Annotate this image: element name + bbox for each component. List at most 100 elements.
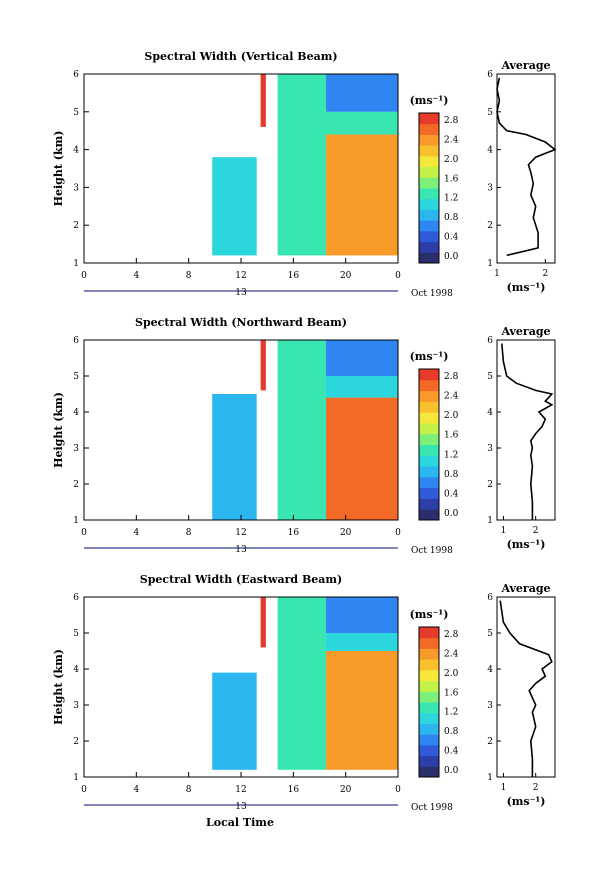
colorbar-segment-8 (419, 433, 439, 445)
y-tick-label: 2 (73, 480, 79, 490)
y-tick-label: 5 (73, 629, 79, 639)
y-tick-label: 1 (73, 773, 79, 783)
average-x-tick-label: 1 (501, 526, 507, 536)
average-frame (496, 339, 556, 521)
y-tick-label: 5 (73, 372, 79, 382)
average-x-label: (ms⁻¹) (507, 538, 546, 551)
x-tick-label: 12 (235, 271, 246, 281)
heatmap-region-3-3 (277, 597, 327, 770)
colorbar-segment-8 (419, 691, 439, 703)
colorbar-tick-label: 1.6 (444, 688, 459, 698)
colorbar-tick-label: 1.6 (444, 174, 459, 184)
colorbar-segment-13 (419, 637, 439, 649)
average-y-tick-label: 2 (487, 737, 493, 747)
average-y-tick-label: 1 (487, 516, 493, 526)
average-y-tick-label: 2 (487, 221, 493, 231)
heatmap-region-1-1 (212, 157, 257, 256)
colorbar-tick-label: 2.8 (444, 630, 459, 640)
colorbar-segment-7 (419, 444, 439, 456)
colorbar-segment-1 (419, 252, 439, 264)
colorbar-segment-3 (419, 487, 439, 499)
average-y-tick-label: 5 (487, 372, 493, 382)
average-y-tick-label: 6 (487, 336, 493, 346)
average-frame (496, 73, 556, 264)
date-label: Oct 1998 (411, 546, 453, 556)
average-y-tick-label: 3 (487, 701, 493, 711)
y-axis-label: Height (km) (52, 392, 65, 468)
y-tick-label: 2 (73, 221, 79, 231)
colorbar-segment-11 (419, 659, 439, 671)
average-y-tick-label: 1 (487, 259, 493, 269)
colorbar-segment-9 (419, 422, 439, 435)
colorbar-segment-14 (419, 113, 439, 125)
average-x-tick-label: 1 (501, 783, 507, 793)
average-x-label: (ms⁻¹) (507, 795, 546, 808)
heatmap-region-3-1 (212, 672, 257, 770)
heatmap-region-3-5 (326, 633, 398, 651)
average-y-tick-label: 4 (487, 665, 493, 675)
colorbar-tick-label: 1.2 (444, 450, 458, 460)
x-tick-label: 0 (81, 785, 87, 795)
heatmap-region-3-2 (260, 597, 266, 648)
colorbar-tick-label: 2.0 (444, 155, 459, 165)
heatmap-region-1-2 (260, 74, 266, 127)
colorbar-segment-12 (419, 648, 439, 660)
heatmap-region-2-1 (212, 394, 257, 520)
colorbar-tick-label: 2.4 (444, 392, 459, 402)
colorbar-tick-label: 2.0 (444, 669, 459, 679)
average-x-tick-label: 2 (533, 783, 539, 793)
heatmap-region-2-2 (260, 340, 266, 391)
colorbar-segment-5 (419, 723, 439, 735)
x-tick-label: 4 (133, 785, 139, 795)
average-x-label: (ms⁻¹) (507, 281, 546, 294)
y-tick-label: 5 (73, 108, 79, 118)
x-tick-label: 20 (340, 528, 352, 538)
colorbar-unit: (ms⁻¹) (410, 350, 449, 363)
colorbar-frame (418, 368, 440, 521)
colorbar-tick-label: 0.8 (444, 727, 459, 737)
average-title: Average (500, 325, 550, 338)
colorbar-tick-label: 0.4 (444, 233, 459, 243)
x-tick-label: 0 (395, 528, 401, 538)
colorbar-tick-label: 0.0 (444, 509, 459, 519)
colorbar-segment-12 (419, 390, 439, 402)
colorbar-tick-label: 0.8 (444, 213, 459, 223)
heatmap-region-1-5 (326, 111, 398, 135)
colorbar-segment-12 (419, 134, 439, 146)
average-y-tick-label: 4 (487, 146, 493, 156)
y-tick-label: 3 (73, 701, 79, 711)
colorbar-segment-11 (419, 401, 439, 413)
average-y-tick-label: 5 (487, 629, 493, 639)
colorbar-segment-10 (419, 669, 439, 682)
colorbar-segment-9 (419, 680, 439, 692)
x-tick-label: 16 (288, 271, 300, 281)
y-tick-label: 1 (73, 259, 79, 269)
colorbar-segment-2 (419, 755, 439, 767)
x-tick-label: 4 (133, 271, 139, 281)
colorbar-tick-label: 2.8 (444, 116, 459, 126)
x-tick-label: 16 (288, 528, 300, 538)
colorbar-segment-2 (419, 498, 439, 510)
colorbar-segment-10 (419, 155, 439, 168)
colorbar-tick-label: 0.4 (444, 747, 459, 757)
colorbar-segment-14 (419, 369, 439, 381)
colorbar-segment-6 (419, 712, 439, 724)
x-tick-label: 12 (235, 785, 246, 795)
colorbar-frame (418, 626, 440, 778)
average-x-tick-label: 2 (533, 526, 539, 536)
colorbar-segment-14 (419, 627, 439, 639)
average-y-tick-label: 6 (487, 593, 493, 603)
average-line (501, 343, 554, 520)
y-tick-label: 2 (73, 737, 79, 747)
x-tick-label: 0 (81, 271, 87, 281)
x-tick-label: 16 (288, 785, 300, 795)
heatmap-region-3-4 (326, 651, 398, 770)
x-axis-label: Local Time (206, 816, 274, 829)
heatmap-region-1-6 (326, 74, 398, 112)
x-tick-label: 0 (395, 785, 401, 795)
x-tick-label: 20 (340, 785, 352, 795)
colorbar-segment-10 (419, 412, 439, 424)
colorbar-unit: (ms⁻¹) (410, 94, 449, 107)
y-tick-label: 6 (73, 70, 79, 80)
